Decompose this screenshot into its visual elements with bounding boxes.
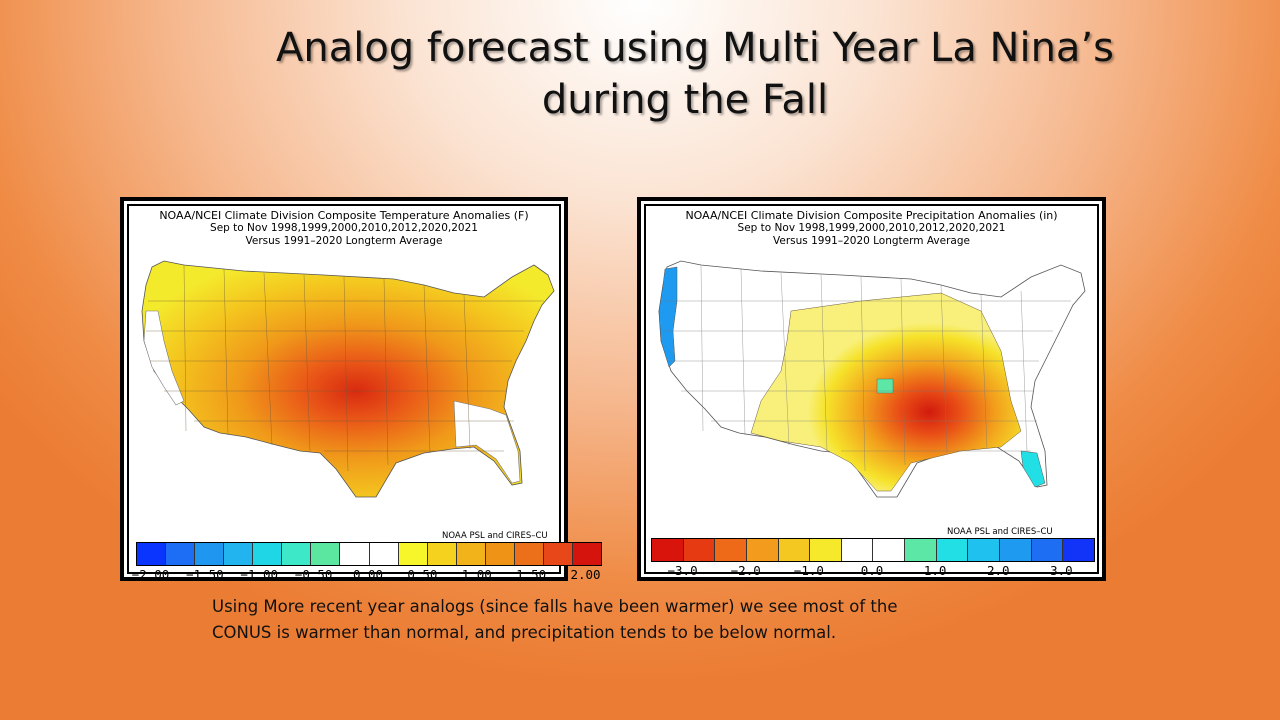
colorbar-swatch (652, 539, 684, 561)
colorbar-swatch (873, 539, 906, 561)
temp-colorbar (136, 542, 602, 566)
colorbar-swatch (311, 543, 341, 565)
colorbar-swatch (340, 543, 370, 565)
temp-map-header: NOAA/NCEI Climate Division Composite Tem… (124, 209, 564, 248)
colorbar-tick-label: −0.50 (294, 567, 333, 582)
colorbar-swatch (841, 539, 874, 561)
temp-southeast-blank (453, 400, 521, 484)
precip-map-baseline: Versus 1991–2020 Longterm Average (773, 235, 970, 247)
slide-caption: Using More recent year analogs (since fa… (212, 597, 898, 642)
precip-map-title: NOAA/NCEI Climate Division Composite Pre… (685, 209, 1058, 222)
colorbar-swatch (456, 543, 486, 565)
colorbar-swatch (1031, 539, 1064, 561)
colorbar-swatch (778, 539, 811, 561)
colorbar-swatch (514, 543, 544, 565)
colorbar-tick-label: −1.0 (793, 563, 824, 578)
temp-division-lines (146, 264, 544, 472)
precip-us-map (658, 260, 1086, 498)
precipitation-anomaly-map: NOAA/NCEI Climate Division Composite Pre… (637, 197, 1106, 581)
colorbar-tick-label: −1.50 (186, 567, 224, 582)
colorbar-tick-label: 1.50 (516, 567, 547, 582)
precip-florida-wet (1020, 450, 1046, 488)
temp-map-credit: NOAA PSL and CIRES–CU (442, 531, 548, 541)
colorbar-tick-label: −1.00 (240, 567, 279, 582)
colorbar-swatch (137, 543, 167, 565)
colorbar-swatch (253, 543, 283, 565)
colorbar-swatch (1000, 539, 1032, 561)
temp-map-baseline: Versus 1991–2020 Longterm Average (245, 235, 443, 247)
colorbar-swatch (572, 543, 601, 565)
precip-colorbar-ticks: −3.0 −2.0 −1.0 0.0 1.0 2.0 3.0 (651, 563, 1093, 578)
colorbar-tick-label: −2.00 (131, 567, 170, 582)
colorbar-swatch (936, 539, 969, 561)
colorbar-tick-label: 3.0 (1050, 563, 1073, 578)
precip-midwest-wet-spot (876, 378, 894, 394)
colorbar-swatch (427, 543, 457, 565)
colorbar-tick-label: 0.50 (407, 567, 438, 582)
colorbar-swatch (543, 543, 573, 565)
colorbar-tick-label: 1.00 (461, 567, 492, 582)
colorbar-swatch (224, 543, 254, 565)
temperature-anomaly-map: NOAA/NCEI Climate Division Composite Tem… (120, 197, 602, 582)
temp-map-period: Sep to Nov 1998,1999,2000,2010,2012,2020… (210, 222, 478, 234)
colorbar-swatch (195, 543, 225, 565)
colorbar-swatch (715, 539, 747, 561)
colorbar-tick-label: 1.0 (923, 563, 947, 578)
colorbar-tick-label: 2.00 (570, 567, 601, 582)
colorbar-swatch (398, 543, 428, 565)
precip-colorbar (651, 538, 1095, 562)
precip-map-header: NOAA/NCEI Climate Division Composite Pre… (641, 209, 1102, 248)
colorbar-swatch (746, 539, 779, 561)
colorbar-tick-label: 0.00 (352, 567, 384, 582)
colorbar-swatch (369, 543, 399, 565)
slide-title: Analog forecast using Multi Year La Nina… (0, 22, 1280, 126)
colorbar-tick-label: −3.0 (667, 563, 698, 578)
temp-colorbar-ticks: −2.00 −1.50 −1.00 −0.50 0.00 0.50 1.00 1.50 2.00 (132, 567, 601, 582)
temp-west-coast-blank (143, 310, 185, 406)
colorbar-tick-label: −2.0 (730, 563, 761, 578)
colorbar-swatch (282, 543, 312, 565)
title-line-2: during the Fall (541, 77, 829, 123)
title-line-1: Analog forecast using Multi Year La Nina… (275, 25, 1114, 71)
colorbar-swatch (485, 543, 515, 565)
colorbar-swatch (683, 539, 716, 561)
colorbar-swatch (968, 539, 1001, 561)
temp-us-map (141, 260, 555, 498)
temp-conus-shape (141, 260, 555, 498)
colorbar-tick-label: 0.0 (860, 563, 884, 578)
colorbar-swatch (1063, 539, 1094, 561)
colorbar-swatch (905, 539, 937, 561)
precip-division-lines (663, 264, 1071, 472)
colorbar-swatch (166, 543, 196, 565)
colorbar-tick-label: 2.0 (986, 563, 1010, 578)
precip-pacific-northwest-wet (658, 266, 678, 368)
precip-map-period: Sep to Nov 1998,1999,2000,2010,2012,2020… (737, 222, 1006, 234)
precip-map-credit: NOAA PSL and CIRES–CU (947, 527, 1053, 537)
temp-map-title: NOAA/NCEI Climate Division Composite Tem… (159, 209, 529, 222)
colorbar-swatch (810, 539, 842, 561)
